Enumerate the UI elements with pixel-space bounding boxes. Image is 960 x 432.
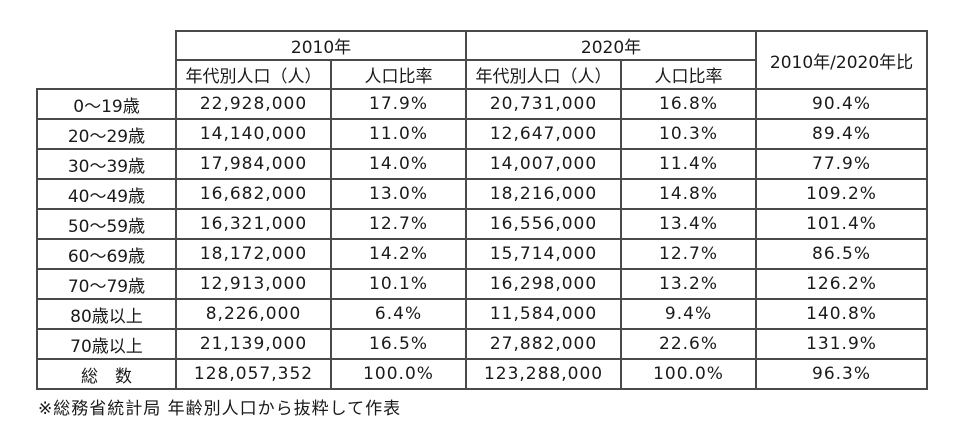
ratio-2020-cell: 13.2% bbox=[620, 268, 758, 300]
ratio-2010-cell: 10.1% bbox=[329, 268, 468, 300]
blank-header-cell bbox=[37, 31, 177, 90]
age-group-label: 40～49歳 bbox=[36, 178, 177, 210]
population-2010-cell: 22,928,000 bbox=[175, 88, 332, 120]
subheader-population-2010: 年代別人口（人） bbox=[175, 59, 332, 90]
ratio-2020-cell: 100.0% bbox=[620, 358, 758, 390]
population-2020-cell: 20,731,000 bbox=[465, 88, 623, 120]
subheader-ratio-2010: 人口比率 bbox=[329, 59, 468, 90]
source-note: ※総務省統計局 年齢別人口から抜粋して作表 bbox=[38, 399, 402, 419]
age-group-label: 70～79歳 bbox=[36, 268, 177, 300]
ratio-2010-cell: 17.9% bbox=[329, 88, 468, 120]
ratio-2010-cell: 100.0% bbox=[329, 358, 468, 390]
population-2010-cell: 8,226,000 bbox=[175, 298, 332, 330]
population-2020-cell: 27,882,000 bbox=[465, 328, 623, 360]
ratio-2020-cell: 11.4% bbox=[620, 148, 758, 180]
population-2020-cell: 11,584,000 bbox=[465, 298, 623, 330]
population-2010-cell: 12,913,000 bbox=[175, 268, 332, 300]
population-2020-cell: 15,714,000 bbox=[465, 238, 623, 270]
comparison-cell: 101.4% bbox=[755, 208, 929, 240]
ratio-2010-cell: 14.2% bbox=[329, 238, 468, 270]
table-row: 70歳以上 21,139,000 16.5% 27,882,000 22.6% … bbox=[36, 328, 929, 360]
comparison-cell: 126.2% bbox=[755, 268, 929, 300]
population-2020-cell: 14,007,000 bbox=[465, 148, 623, 180]
table-row: 40～49歳 16,682,000 13.0% 18,216,000 14.8%… bbox=[36, 178, 929, 210]
population-2010-cell: 128,057,352 bbox=[175, 358, 332, 390]
ratio-2020-cell: 13.4% bbox=[620, 208, 758, 240]
population-2020-cell: 123,288,000 bbox=[465, 358, 623, 390]
ratio-2010-cell: 14.0% bbox=[329, 148, 468, 180]
ratio-2020-cell: 16.8% bbox=[620, 88, 758, 120]
table-row: 70～79歳 12,913,000 10.1% 16,298,000 13.2%… bbox=[36, 268, 929, 300]
ratio-2020-cell: 12.7% bbox=[620, 238, 758, 270]
header-row-years: 2010年 2020年 2010年/2020年比 bbox=[37, 30, 929, 90]
population-2020-cell: 18,216,000 bbox=[465, 178, 623, 210]
population-2010-cell: 16,682,000 bbox=[175, 178, 332, 210]
age-group-label: 70歳以上 bbox=[36, 328, 177, 360]
ratio-2020-cell: 9.4% bbox=[620, 298, 758, 330]
header-year-2020: 2020年 bbox=[465, 30, 758, 61]
table-row: 80歳以上 8,226,000 6.4% 11,584,000 9.4% 140… bbox=[36, 298, 929, 330]
subheader-population-2020: 年代別人口（人） bbox=[465, 59, 623, 90]
population-2010-cell: 14,140,000 bbox=[175, 118, 332, 150]
population-2020-cell: 16,556,000 bbox=[465, 208, 623, 240]
population-2010-cell: 18,172,000 bbox=[175, 238, 332, 270]
ratio-2020-cell: 10.3% bbox=[620, 118, 758, 150]
table-row: 0～19歳 22,928,000 17.9% 20,731,000 16.8% … bbox=[36, 88, 929, 120]
total-label: 総 数 bbox=[36, 358, 177, 390]
population-table-container: 2010年 2020年 2010年/2020年比 年代別人口（人） 人口比率 年… bbox=[36, 30, 929, 390]
subheader-ratio-2020: 人口比率 bbox=[620, 59, 758, 90]
table-row: 50～59歳 16,321,000 12.7% 16,556,000 13.4%… bbox=[36, 208, 929, 240]
population-2020-cell: 16,298,000 bbox=[465, 268, 623, 300]
age-group-label: 20～29歳 bbox=[36, 118, 177, 150]
age-group-label: 80歳以上 bbox=[36, 298, 177, 330]
comparison-cell: 90.4% bbox=[755, 88, 929, 120]
population-2010-cell: 16,321,000 bbox=[175, 208, 332, 240]
comparison-cell: 131.9% bbox=[755, 328, 929, 360]
comparison-cell: 86.5% bbox=[755, 238, 929, 270]
ratio-2020-cell: 14.8% bbox=[620, 178, 758, 210]
header-row-subcolumns: 年代別人口（人） 人口比率 年代別人口（人） 人口比率 bbox=[37, 59, 927, 90]
table-row: 20～29歳 14,140,000 11.0% 12,647,000 10.3%… bbox=[36, 118, 929, 150]
comparison-cell: 89.4% bbox=[755, 118, 929, 150]
table-row: 60～69歳 18,172,000 14.2% 15,714,000 12.7%… bbox=[36, 238, 929, 270]
table-row: 30～39歳 17,984,000 14.0% 14,007,000 11.4%… bbox=[36, 148, 929, 180]
header-comparison: 2010年/2020年比 bbox=[755, 30, 929, 90]
comparison-cell: 109.2% bbox=[755, 178, 929, 210]
comparison-cell: 77.9% bbox=[755, 148, 929, 180]
header-year-2010: 2010年 bbox=[174, 30, 468, 61]
ratio-2010-cell: 13.0% bbox=[329, 178, 468, 210]
population-2020-cell: 12,647,000 bbox=[465, 118, 623, 150]
comparison-cell: 140.8% bbox=[755, 298, 929, 330]
age-group-label: 30～39歳 bbox=[36, 148, 177, 180]
ratio-2010-cell: 12.7% bbox=[329, 208, 468, 240]
ratio-2010-cell: 6.4% bbox=[329, 298, 468, 330]
ratio-2010-cell: 16.5% bbox=[329, 328, 468, 360]
population-2010-cell: 17,984,000 bbox=[175, 148, 332, 180]
population-comparison-table: 2010年 2020年 2010年/2020年比 年代別人口（人） 人口比率 年… bbox=[36, 30, 929, 390]
age-group-label: 0～19歳 bbox=[36, 88, 177, 120]
age-group-label: 60～69歳 bbox=[36, 238, 177, 270]
population-2010-cell: 21,139,000 bbox=[175, 328, 332, 360]
ratio-2010-cell: 11.0% bbox=[329, 118, 468, 150]
age-group-label: 50～59歳 bbox=[36, 208, 177, 240]
table-row-total: 総 数 128,057,352 100.0% 123,288,000 100.0… bbox=[36, 358, 929, 390]
ratio-2020-cell: 22.6% bbox=[620, 328, 758, 360]
comparison-cell: 96.3% bbox=[755, 358, 929, 390]
